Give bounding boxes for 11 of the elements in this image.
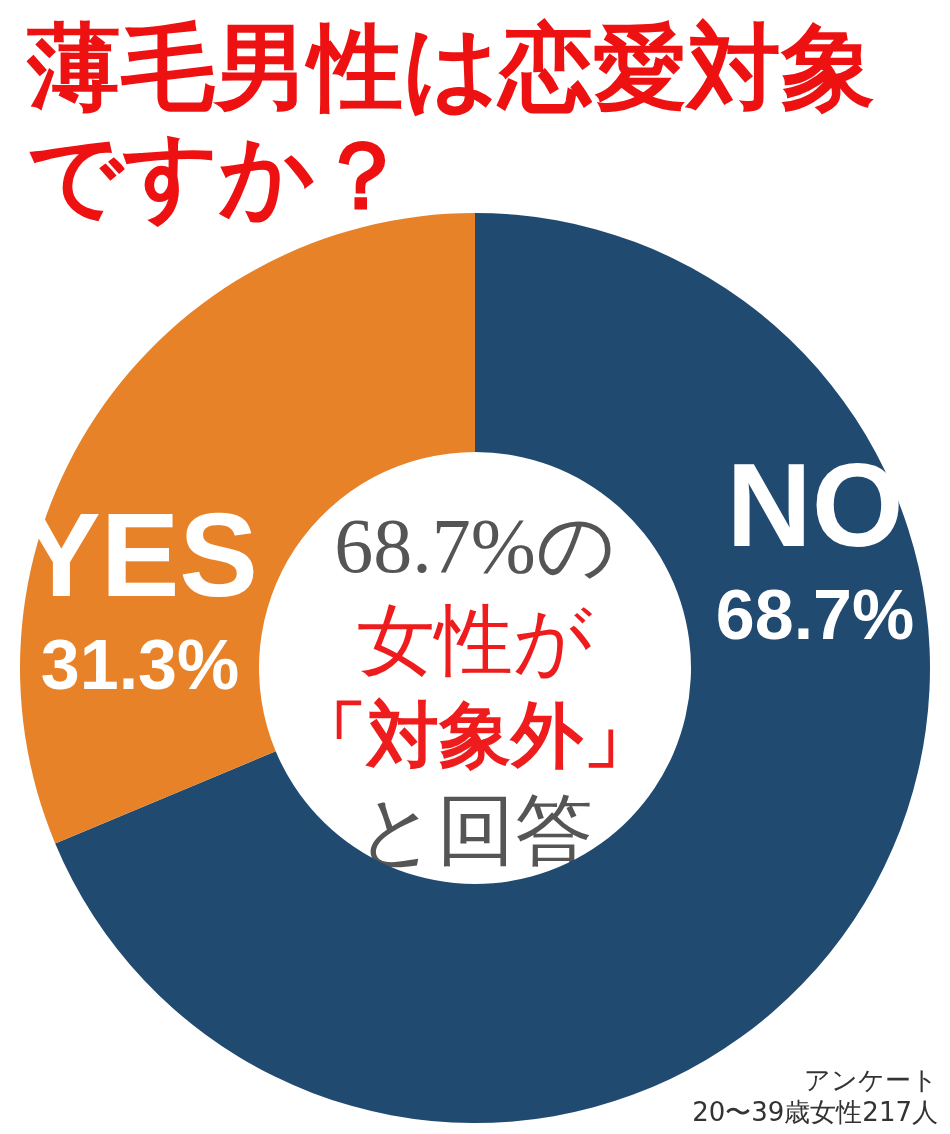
text: 20〜39歳女性217人 [692, 1097, 938, 1127]
data-label: 31.3% [40, 626, 240, 704]
text: 「対象外」 [295, 693, 655, 777]
slice-label: YES [21, 489, 259, 621]
data-label: 68.7% [715, 576, 915, 654]
slice-label: NO [726, 439, 904, 571]
text: と回答 [357, 786, 593, 874]
text: アンケート [804, 1065, 938, 1095]
chart-title: 薄毛男性は恋愛対象ですか？ [26, 12, 875, 230]
text: 68.7%の [334, 501, 616, 589]
text: 女性が [357, 596, 593, 684]
